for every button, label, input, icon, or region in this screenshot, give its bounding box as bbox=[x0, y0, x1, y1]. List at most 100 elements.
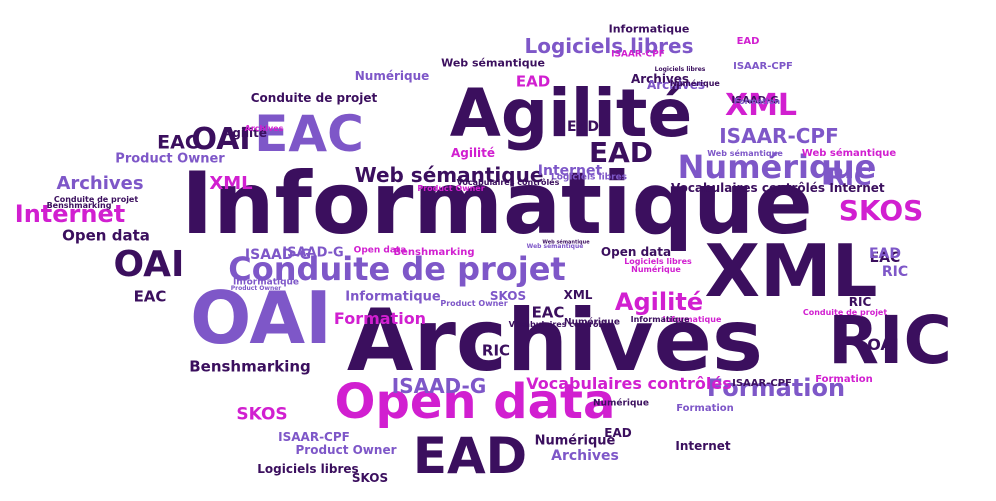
cloud-word: Numérique bbox=[593, 398, 649, 409]
cloud-word: RIC bbox=[848, 295, 872, 309]
cloud-word: EAD bbox=[736, 36, 760, 47]
cloud-word: RIC bbox=[881, 264, 909, 280]
cloud-word: EAD bbox=[604, 426, 632, 440]
cloud-word: Formation bbox=[706, 374, 846, 402]
cloud-word: OAI bbox=[867, 335, 899, 354]
cloud-word: Informatique bbox=[662, 315, 722, 324]
cloud-word: Open data bbox=[334, 374, 616, 430]
cloud-word: Archives bbox=[551, 448, 619, 464]
cloud-word: XML bbox=[704, 229, 878, 313]
cloud-word: Logiciels libres bbox=[550, 172, 628, 183]
cloud-word: Vocabulaires contrôlés bbox=[456, 178, 560, 187]
cloud-word: Product Owner bbox=[417, 184, 485, 193]
cloud-word: Web sémantique bbox=[354, 163, 544, 187]
cloud-word: Numérique bbox=[354, 69, 430, 83]
cloud-word: Archives bbox=[244, 124, 284, 133]
cloud-word: Product Owner bbox=[295, 443, 397, 457]
cloud-word: Web sémantique bbox=[542, 239, 590, 246]
cloud-word: SKOS bbox=[351, 471, 389, 485]
cloud-word: Benshmarking bbox=[393, 247, 475, 258]
cloud-word: Product Owner bbox=[230, 285, 282, 292]
cloud-word: Formation bbox=[733, 97, 781, 106]
cloud-word: Open data bbox=[600, 245, 672, 259]
cloud-word: Formation bbox=[815, 374, 873, 385]
cloud-word: Internet bbox=[537, 163, 603, 179]
cloud-word: ISAAR-CPF bbox=[732, 378, 792, 389]
cloud-word: EAC bbox=[157, 131, 199, 154]
cloud-word: XML bbox=[563, 288, 593, 302]
cloud-word: Numérique bbox=[534, 433, 616, 449]
cloud-word: Numérique bbox=[670, 79, 720, 88]
cloud-word: ISAAD-G bbox=[391, 374, 487, 398]
cloud-word: Internet bbox=[14, 200, 126, 228]
cloud-word: Conduite de projet bbox=[53, 195, 139, 204]
cloud-word: ISAAR-CPF bbox=[611, 49, 665, 60]
cloud-word: ISAAR-CPF bbox=[733, 61, 793, 72]
cloud-word: Informatique bbox=[630, 315, 690, 324]
cloud-word: EAC bbox=[254, 105, 364, 163]
cloud-word: Internet bbox=[829, 181, 885, 195]
cloud-word: Logiciels libres bbox=[257, 462, 359, 476]
cloud-word: Open data bbox=[353, 245, 407, 256]
cloud-word: RIC bbox=[826, 163, 872, 191]
cloud-word: Web sémantique bbox=[707, 149, 783, 158]
cloud-word: SKOS bbox=[838, 194, 924, 227]
cloud-word: Informatique bbox=[345, 289, 441, 305]
cloud-word: XML bbox=[209, 173, 253, 194]
cloud-word: OAI bbox=[191, 122, 251, 157]
cloud-word: Informatique bbox=[232, 277, 300, 288]
cloud-word: Agilité bbox=[614, 288, 704, 316]
cloud-word: Conduite de projet bbox=[250, 91, 378, 105]
cloud-word: Logiciels libres bbox=[624, 257, 692, 266]
cloud-word: Benshmarking bbox=[189, 357, 311, 376]
cloud-word: Agilité bbox=[450, 146, 496, 160]
cloud-word: Numérique bbox=[631, 265, 681, 274]
cloud-word: ISAAD-G bbox=[282, 245, 344, 261]
cloud-word: Agilité bbox=[449, 75, 693, 152]
cloud-word: Archives bbox=[56, 173, 144, 194]
cloud-word: EAC bbox=[531, 303, 565, 322]
cloud-word: Web sémantique bbox=[441, 56, 545, 70]
cloud-word: Informatique bbox=[181, 154, 813, 254]
cloud-word: OAI bbox=[113, 244, 185, 285]
cloud-word: OAI bbox=[190, 276, 332, 360]
cloud-word: Informatique bbox=[608, 22, 690, 36]
cloud-word: Internet bbox=[675, 439, 731, 453]
cloud-word: EAC bbox=[869, 250, 901, 266]
cloud-word: Vocabulaires contrôlés bbox=[508, 320, 612, 329]
cloud-word: EAD bbox=[515, 72, 551, 91]
cloud-word: RIC bbox=[828, 302, 952, 379]
cloud-word: ISAAR-CPF bbox=[278, 430, 350, 444]
cloud-word: EAD bbox=[566, 119, 600, 135]
cloud-word: Web sémantique bbox=[526, 243, 584, 250]
cloud-word: Formation bbox=[676, 403, 734, 414]
cloud-word: Vocabulaires contrôlés bbox=[670, 181, 826, 195]
cloud-word: XML bbox=[724, 88, 798, 123]
cloud-word: RIC bbox=[481, 341, 511, 360]
cloud-word: Archives bbox=[630, 72, 690, 86]
cloud-word: EAD bbox=[412, 427, 528, 485]
cloud-word: Archives bbox=[646, 78, 706, 92]
cloud-word: Archives bbox=[346, 291, 764, 391]
cloud-word: ISAAD-G bbox=[244, 247, 312, 263]
cloud-word: Product Owner bbox=[440, 299, 508, 308]
cloud-word: Conduite de projet bbox=[228, 250, 566, 288]
cloud-word: Agilité bbox=[222, 126, 268, 140]
cloud-word: Product Owner bbox=[115, 151, 225, 167]
cloud-word: ISAAD-G bbox=[731, 95, 779, 106]
cloud-word: Logiciels libres bbox=[654, 66, 706, 73]
cloud-word: Web sémantique bbox=[801, 148, 897, 159]
cloud-word: Open data bbox=[62, 226, 150, 245]
cloud-word: Formation bbox=[333, 309, 427, 328]
cloud-word: EAD bbox=[588, 136, 654, 169]
cloud-word: SKOS bbox=[236, 404, 288, 425]
cloud-word: Benshmarking bbox=[46, 201, 112, 210]
cloud-word: Numérique bbox=[564, 317, 620, 328]
cloud-word: Conduite de projet bbox=[802, 308, 888, 317]
cloud-word: EAD bbox=[868, 246, 902, 262]
cloud-word: SKOS bbox=[489, 289, 527, 303]
cloud-word: Logiciels libres bbox=[524, 34, 694, 58]
cloud-word: Vocabulaires contrôlés bbox=[526, 374, 732, 393]
cloud-word: ISAAR-CPF bbox=[719, 124, 839, 148]
